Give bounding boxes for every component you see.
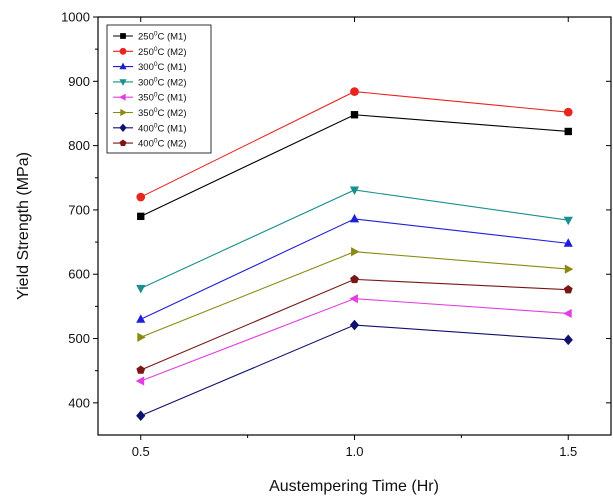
y-axis: 400 500 600 700 800 900 1000 [61, 10, 611, 410]
legend-marker [119, 139, 127, 147]
legend-marker [119, 47, 127, 55]
data-point [564, 127, 572, 136]
x-axis-title: Austempering Time (Hr) [269, 478, 439, 495]
y-tick-label: 1000 [61, 10, 90, 25]
legend-item: 4000C (M2) [113, 138, 187, 150]
data-point [349, 319, 360, 331]
data-point [563, 216, 573, 226]
legend-marker [119, 79, 127, 86]
y-tick-label: 900 [68, 74, 90, 89]
series-8 [136, 274, 573, 374]
data-point [137, 212, 145, 221]
data-point [136, 365, 146, 374]
series-7 [136, 319, 573, 421]
data-point [563, 238, 573, 247]
series-4 [136, 186, 573, 294]
series-5 [135, 294, 572, 386]
data-point [349, 186, 360, 196]
legend-box [106, 24, 212, 154]
x-tick-label: 1.0 [345, 444, 363, 459]
data-point [135, 376, 145, 386]
legend-label: 2500C (M2) [138, 46, 187, 58]
legend-marker [119, 93, 126, 101]
data-point [136, 284, 146, 294]
legend-label: 3000C (M1) [138, 61, 187, 73]
legend-marker [119, 123, 127, 132]
y-tick-label: 500 [68, 331, 90, 346]
series-1 [137, 111, 572, 221]
data-point [563, 107, 573, 117]
x-tick-label: 0.5 [132, 444, 150, 459]
legend-label: 4000C (M2) [138, 138, 187, 150]
data-point [136, 314, 146, 323]
legend-item: 3000C (M2) [113, 76, 187, 88]
legend-item: 3500C (M1) [113, 92, 187, 104]
series-3 [136, 213, 573, 323]
data-point [136, 410, 146, 421]
legend-item: 3500C (M2) [113, 107, 187, 119]
legend-item: 4000C (M1) [113, 122, 187, 134]
y-tick-label: 400 [68, 395, 90, 410]
legend-item: 2500C (M1) [113, 31, 187, 43]
x-axis: 0.5 1.0 1.5 [132, 17, 577, 459]
legend-label: 2500C (M1) [138, 31, 187, 43]
data-point [563, 334, 573, 346]
legend-label: 3500C (M2) [138, 107, 187, 119]
legend-item: 3000C (M1) [113, 61, 187, 73]
data-point [563, 308, 572, 319]
legend-marker [120, 33, 126, 39]
data-point [137, 332, 146, 342]
y-tick-label: 700 [68, 202, 90, 217]
data-point [350, 87, 359, 96]
legend-marker [120, 108, 127, 117]
data-point [349, 213, 360, 223]
data-point [350, 111, 359, 119]
legend-label: 4000C (M1) [138, 122, 187, 134]
data-point [136, 192, 146, 202]
legend-label: 3500C (M1) [138, 92, 187, 104]
y-axis-title: Yield Strength (MPa) [15, 152, 32, 300]
data-point [350, 274, 359, 284]
data-point [564, 264, 574, 274]
x-tick-label: 1.5 [559, 444, 577, 459]
legend-item: 2500C (M2) [113, 46, 187, 58]
y-tick-label: 600 [68, 267, 90, 282]
series-layer [135, 87, 574, 421]
data-point [349, 294, 358, 304]
series-6 [137, 247, 574, 342]
legend: 2500C (M1) 2500C (M2) 3000C (M1) 3000C (M2)… [106, 24, 212, 154]
legend-marker [119, 62, 127, 70]
legend-label: 3000C (M2) [138, 76, 187, 88]
data-point [563, 285, 573, 294]
y-tick-label: 800 [68, 138, 90, 153]
data-point [351, 247, 360, 257]
series-2 [136, 87, 573, 202]
